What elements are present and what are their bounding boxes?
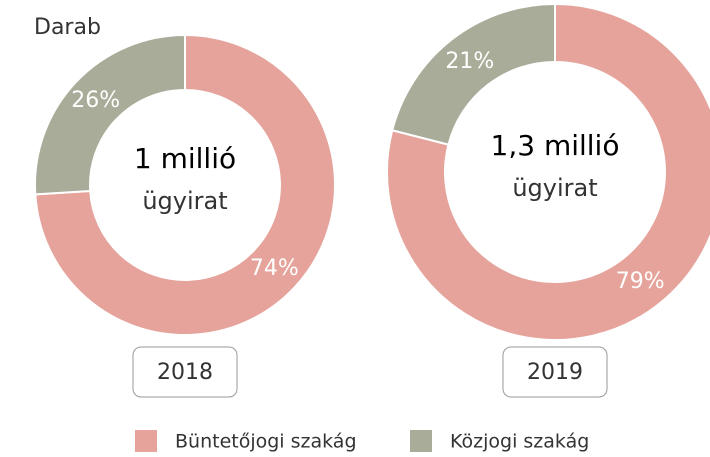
value-label: 79% (616, 269, 665, 294)
value-label: 26% (71, 88, 120, 113)
legend-label: Büntetőjogi szakág (175, 431, 357, 453)
center-subtitle: ügyirat (142, 187, 227, 215)
legend-swatch (135, 430, 157, 452)
unit-label: Darab (34, 15, 101, 40)
legend-swatch (410, 430, 432, 452)
value-label: 21% (445, 49, 494, 74)
donut-slice (34, 33, 336, 336)
year-label: 2019 (527, 360, 583, 385)
donut-slice (391, 2, 556, 146)
year-label: 2018 (157, 360, 213, 385)
donut-slice (386, 2, 710, 341)
center-title: 1,3 millió (491, 129, 620, 162)
year-box (132, 346, 238, 398)
center-subtitle: ügyirat (512, 174, 597, 202)
donut-slice (34, 33, 186, 196)
value-label: 74% (250, 256, 299, 281)
center-title: 1 millió (134, 142, 236, 175)
legend-label: Közjogi szakág (450, 431, 589, 453)
year-box (502, 346, 608, 398)
